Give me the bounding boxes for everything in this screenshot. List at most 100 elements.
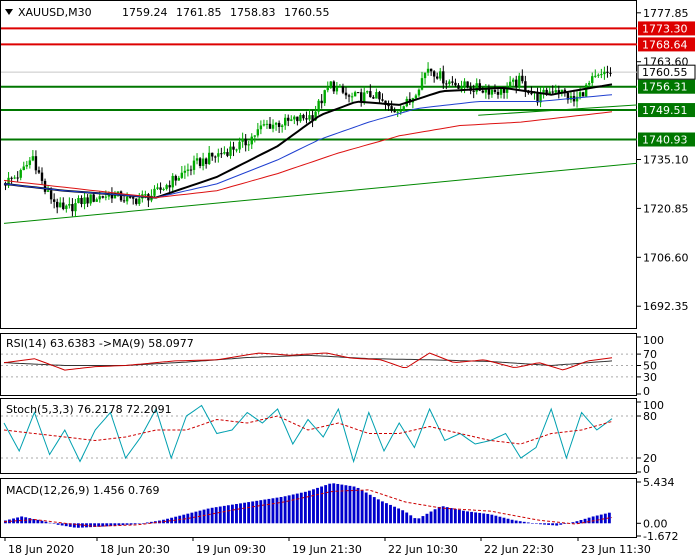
macd-histogram-bar xyxy=(518,521,522,524)
macd-histogram-bar xyxy=(429,511,433,524)
candle-body xyxy=(159,187,162,190)
candle-body xyxy=(186,169,190,171)
candle-body xyxy=(250,136,253,145)
candle-body xyxy=(128,196,132,198)
candle-body xyxy=(448,81,451,85)
macd-histogram-bar xyxy=(494,515,498,524)
candle-body xyxy=(521,75,524,82)
macd-title: MACD(12,26,9) 1.456 0.769 xyxy=(6,484,160,497)
macd-histogram-bar xyxy=(559,523,563,525)
macd-histogram-bar xyxy=(380,501,384,524)
candle-body xyxy=(68,204,71,206)
candle-body xyxy=(262,124,266,126)
macd-histogram-bar xyxy=(534,523,538,524)
candle-body xyxy=(25,164,28,167)
candle-body xyxy=(396,111,399,113)
candle-body xyxy=(52,199,56,202)
macd-histogram-bar xyxy=(52,523,56,524)
macd-histogram-bar xyxy=(352,486,356,524)
macd-histogram-bar xyxy=(101,523,105,527)
resistance-badge xyxy=(638,21,695,36)
candle-body xyxy=(603,71,606,75)
macd-histogram-bar xyxy=(409,515,413,524)
candle-body xyxy=(116,191,120,194)
macd-histogram-bar xyxy=(457,509,461,524)
candle-body xyxy=(542,89,545,93)
candle-body xyxy=(366,91,369,93)
candle-body xyxy=(43,180,47,192)
x-tick-label: 18 Jun 20:30 xyxy=(100,543,170,556)
y-tick-label: 1777.85 xyxy=(643,7,689,20)
macd-histogram-bar xyxy=(287,495,291,524)
macd-histogram-bar xyxy=(514,520,518,524)
resistance-badge-label: 1768.64 xyxy=(642,38,688,51)
candle-body xyxy=(290,119,293,121)
macd-histogram-bar xyxy=(137,523,141,524)
trendline xyxy=(478,104,638,116)
support-badge xyxy=(638,79,695,94)
macd-histogram-bar xyxy=(64,523,68,527)
macd-histogram-bar xyxy=(360,490,364,524)
macd-histogram-bar xyxy=(76,523,80,528)
resistance-badge-label: 1773.30 xyxy=(642,22,688,35)
macd-histogram-bar xyxy=(421,516,425,524)
candle-body xyxy=(308,115,311,120)
macd-histogram-bar xyxy=(498,516,502,524)
macd-histogram-bar xyxy=(299,492,303,524)
macd-histogram-bar xyxy=(320,486,324,524)
macd-histogram-bar xyxy=(397,508,401,524)
candle-body xyxy=(481,90,484,93)
candle-body xyxy=(171,175,174,188)
macd-histogram-bar xyxy=(308,490,311,524)
dropdown-arrow-icon[interactable] xyxy=(5,9,13,15)
macd-histogram-bar xyxy=(303,491,307,524)
candle-body xyxy=(575,96,579,102)
macd-histogram-bar xyxy=(413,518,417,524)
candle-body xyxy=(16,177,19,179)
macd-histogram-bar xyxy=(599,514,603,524)
macd-histogram-bar xyxy=(506,518,510,524)
macd-histogram-bar xyxy=(36,519,40,524)
y-tick-label: 5.434 xyxy=(643,476,675,489)
macd-histogram-bar xyxy=(12,518,15,524)
candle-body xyxy=(192,160,196,170)
candle-body xyxy=(423,72,427,79)
candle-body xyxy=(329,81,332,88)
candle-body xyxy=(326,87,329,91)
candle-body xyxy=(417,89,421,96)
candle-body xyxy=(80,197,83,205)
trendline xyxy=(3,162,638,224)
rsi-title: RSI(14) 63.6383 ->MA(9) 58.0977 xyxy=(6,337,194,350)
macd-histogram-bar xyxy=(44,521,48,524)
x-tick-label: 19 Jun 09:30 xyxy=(196,543,266,556)
candle-body xyxy=(256,129,260,136)
candle-body xyxy=(335,87,339,92)
candle-body xyxy=(62,202,65,210)
candle-body xyxy=(384,100,387,105)
macd-plot-area xyxy=(3,483,613,528)
support-badge xyxy=(638,103,695,118)
support-badge-label: 1749.51 xyxy=(642,104,688,117)
macd-histogram-bar xyxy=(376,499,380,524)
candle-body xyxy=(436,76,439,79)
macd-histogram-bar xyxy=(539,523,542,525)
candle-body xyxy=(591,76,594,83)
y-tick-label: -1.672 xyxy=(643,530,678,543)
candle-body xyxy=(551,91,554,93)
candle-body xyxy=(22,166,25,171)
macd-histogram-bar xyxy=(210,507,214,524)
macd-histogram-bar xyxy=(470,511,473,524)
macd-histogram-bar xyxy=(364,492,368,524)
candle-body xyxy=(560,89,564,93)
y-tick-label: 0 xyxy=(643,385,650,398)
macd-histogram-bar xyxy=(437,506,441,524)
macd-histogram-bar xyxy=(222,505,226,524)
candle-body xyxy=(293,116,296,120)
macd-histogram-bar xyxy=(129,523,133,525)
macd-histogram-bar xyxy=(218,506,222,524)
macd-histogram-bar xyxy=(133,523,137,525)
candle-body xyxy=(606,71,609,73)
candle-body xyxy=(545,89,548,95)
candle-body xyxy=(597,74,600,76)
macd-histogram-bar xyxy=(530,523,534,524)
